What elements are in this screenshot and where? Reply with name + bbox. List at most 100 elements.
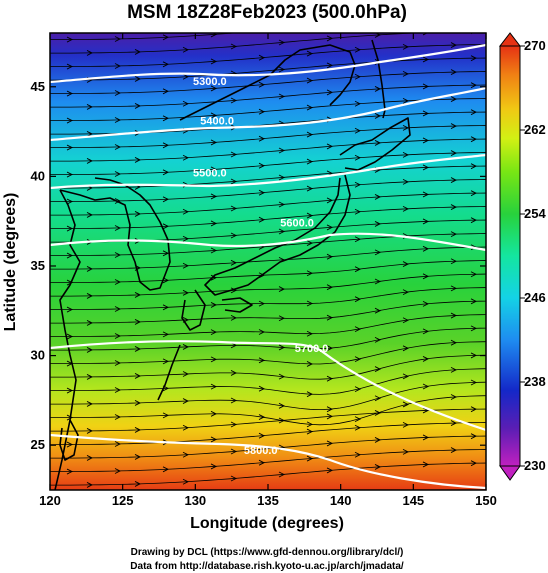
streamline-arrow [306, 428, 314, 435]
coastline-kyushu [181, 289, 206, 331]
streamline-arrow [326, 143, 334, 150]
streamline-arrow [402, 345, 410, 352]
streamline-arrow [278, 66, 286, 73]
streamline-arrow [182, 262, 190, 269]
streamline-arrow [374, 140, 382, 146]
streamline-arrow [354, 416, 362, 422]
streamline-arrow [278, 174, 286, 181]
streamline-arrow [230, 178, 238, 185]
streamline-arrow [422, 245, 430, 252]
streamline-arrow [402, 70, 410, 77]
streamline-arrow [66, 63, 74, 70]
streamline-arrow [450, 258, 458, 265]
streamline-arrow [470, 217, 478, 224]
streamline-arrow [422, 110, 430, 117]
streamline-arrow [374, 307, 382, 314]
streamline-arrow [86, 374, 94, 380]
streamline-arrow [450, 177, 458, 183]
streamline-arrow [210, 139, 218, 146]
streamline-arrow [374, 249, 382, 256]
coastline-honshu [204, 174, 351, 296]
contour-line [50, 232, 486, 252]
streamline-arrow [162, 466, 170, 473]
colorbar: 230 238 246 254 262 270 [498, 32, 546, 481]
streamline-arrow [374, 86, 382, 92]
streamline-arrow [162, 88, 170, 95]
streamline-arrow [354, 46, 362, 53]
streamline-arrow [182, 424, 190, 431]
streamline-arrow [470, 352, 478, 359]
streamline-arrow [470, 325, 478, 332]
streamline-arrow [470, 163, 478, 170]
streamline-arrow [278, 402, 286, 409]
streamline [50, 71, 486, 94]
streamline-arrow [354, 73, 362, 80]
streamline-arrow [422, 56, 430, 63]
streamline-arrow [162, 61, 170, 68]
streamline-arrow [450, 366, 458, 373]
streamline [50, 165, 486, 189]
colorbar-tick-label: 270 [524, 38, 546, 53]
streamline-arrow [326, 413, 334, 420]
streamline-arrow [354, 356, 362, 363]
streamline-arrow [326, 89, 334, 96]
streamline-arrow [114, 144, 122, 150]
streamline-arrow [134, 211, 142, 217]
streamline-arrow [354, 208, 362, 215]
credit-drawing: Drawing by DCL (https://www.gfd-dennou.o… [131, 547, 404, 558]
y-tick-label: 40 [31, 168, 45, 183]
streamline-arrow [66, 468, 74, 475]
colorbar-tick-label: 254 [524, 206, 546, 221]
streamline [50, 368, 486, 395]
streamline-arrow [402, 289, 410, 296]
streamline-arrow [422, 273, 430, 280]
streamline-arrow [374, 113, 382, 119]
streamline [50, 341, 486, 365]
streamline-arrow [306, 391, 314, 398]
streamline-arrow [326, 284, 334, 291]
colorbar-labels: 230 238 246 254 262 270 [520, 38, 546, 473]
streamline-arrow [258, 414, 266, 420]
streamline-arrow [114, 387, 122, 393]
streamline [50, 408, 486, 432]
streamline-arrow [306, 77, 314, 84]
streamline-arrow [258, 329, 266, 335]
colorbar-tick-label: 262 [524, 122, 546, 137]
streamline-arrow [258, 385, 266, 392]
streamline-arrow [354, 236, 362, 243]
credit-data: Data from http://database.rish.kyoto-u.a… [130, 561, 404, 572]
streamline-arrow [210, 329, 218, 336]
streamline-arrow [114, 171, 122, 177]
streamline-arrow [258, 459, 266, 466]
contour-line [50, 43, 486, 84]
contour-labels: 5300.0 5400.0 5500.0 5600.0 5700.0 5800.0 [193, 76, 328, 457]
coastline-sakhalin [371, 39, 386, 119]
streamline-arrow [134, 346, 142, 352]
streamline-arrow [278, 93, 286, 100]
colorbar-tick-label: 230 [524, 458, 546, 473]
streamline-arrow [66, 252, 74, 259]
streamline-arrow [450, 394, 458, 400]
streamline-arrow [374, 366, 382, 372]
streamline-arrow [326, 406, 334, 413]
streamline-arrow [354, 451, 362, 458]
streamline-arrow [470, 298, 478, 305]
streamline [50, 44, 486, 67]
streamline-arrow [422, 137, 430, 144]
streamline-arrow [182, 100, 190, 107]
streamline-arrow [374, 336, 382, 343]
streamline-arrow [210, 410, 218, 417]
streamline [50, 449, 486, 472]
streamline-arrow [306, 240, 314, 246]
streamline-arrow [450, 231, 458, 238]
streamline-arrow [182, 478, 190, 485]
streamline-arrow [402, 205, 410, 212]
streamline-arrow [450, 69, 458, 75]
x-tick-label: 145 [402, 493, 424, 508]
streamline-arrow [210, 274, 218, 281]
streamline-arrow [114, 36, 122, 42]
streamline [50, 33, 239, 40]
streamline-arrow [278, 201, 286, 208]
streamline-arrow [278, 315, 286, 322]
